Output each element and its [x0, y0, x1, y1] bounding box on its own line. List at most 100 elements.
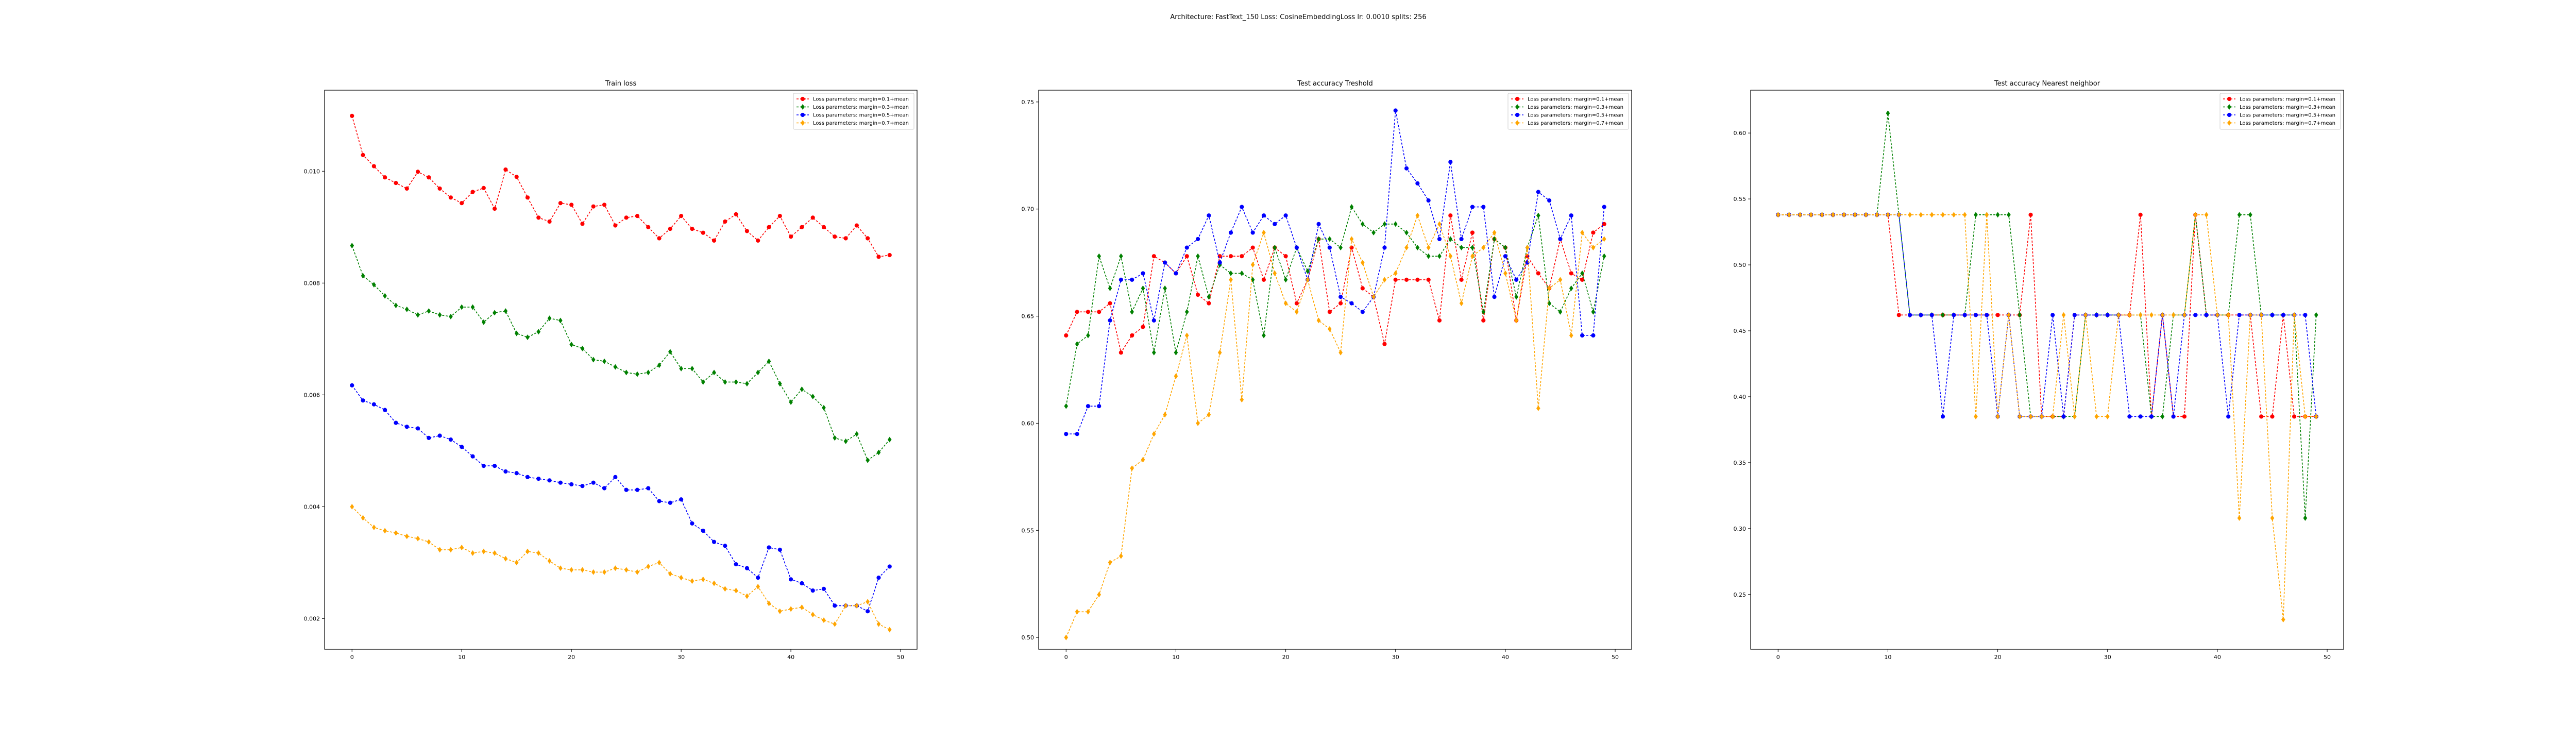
- data-point: [1952, 313, 1956, 317]
- data-point: [2314, 312, 2318, 318]
- data-point: [1404, 277, 1409, 282]
- data-point: [1974, 212, 1978, 218]
- data-point: [668, 500, 672, 505]
- data-point: [690, 226, 694, 231]
- x-tick-label: 40: [787, 654, 794, 661]
- data-point: [1371, 229, 1376, 235]
- data-point: [2237, 212, 2242, 218]
- data-point: [745, 381, 749, 387]
- series-line: [351, 115, 890, 258]
- data-point: [526, 548, 530, 554]
- data-point: [756, 584, 760, 589]
- data-point: [394, 181, 398, 185]
- data-point: [821, 225, 826, 229]
- data-point: [1886, 212, 1890, 218]
- data-point: [525, 475, 530, 479]
- data-point: [1985, 212, 1989, 218]
- data-point: [1470, 230, 1475, 235]
- data-point: [1207, 294, 1211, 300]
- data-point: [2083, 312, 2088, 318]
- data-point: [866, 236, 870, 241]
- axes-frame: [1038, 90, 1632, 650]
- data-point: [1558, 277, 1563, 283]
- data-point: [383, 408, 387, 412]
- legend-label: Loss parameters: margin=0.1+mean: [813, 97, 909, 103]
- data-point: [591, 357, 596, 363]
- data-point: [723, 379, 727, 385]
- data-point: [1415, 277, 1420, 282]
- data-point: [404, 306, 409, 312]
- data-point: [1470, 253, 1475, 259]
- data-point: [1075, 609, 1079, 615]
- data-point: [2160, 312, 2165, 318]
- legend-marker: [2227, 96, 2232, 102]
- y-tick-label: 0.50: [1022, 634, 1035, 641]
- data-point: [1459, 277, 1464, 282]
- data-point: [887, 564, 892, 569]
- data-point: [2061, 414, 2066, 419]
- chart-1: Train loss 0 10 20 30 40 50 0.002 0.004 0.006 0.00…: [304, 80, 918, 661]
- data-point: [1842, 212, 1846, 218]
- data-point: [602, 203, 607, 207]
- data-point: [371, 402, 376, 407]
- data-point: [437, 547, 442, 553]
- data-point: [1328, 326, 1332, 332]
- data-point: [1941, 312, 1945, 318]
- legend-item: Loss parameters: margin=0.7+mean: [2223, 120, 2335, 126]
- data-point: [1184, 309, 1189, 315]
- x-tick-label: 40: [2214, 654, 2221, 661]
- data-point: [1196, 253, 1200, 259]
- data-point: [383, 293, 387, 299]
- y-tick-label: 0.65: [1022, 313, 1035, 320]
- x-tick-label: 10: [1884, 654, 1891, 661]
- data-point: [569, 567, 573, 573]
- data-point: [404, 186, 409, 191]
- data-point: [394, 530, 398, 536]
- data-point: [1141, 457, 1145, 463]
- data-point: [1338, 301, 1343, 306]
- data-point: [1261, 213, 1266, 218]
- data-point: [492, 206, 497, 211]
- y-tick-label: 0.45: [1734, 328, 1747, 334]
- data-point: [1995, 212, 2000, 218]
- data-point: [547, 478, 552, 483]
- legend-marker: [2227, 112, 2232, 117]
- series-line: [1065, 206, 1605, 407]
- data-point: [1875, 212, 1879, 218]
- data-point: [701, 528, 705, 533]
- series-2: [1064, 204, 1606, 409]
- data-point: [1492, 229, 1497, 235]
- data-point: [2248, 212, 2252, 218]
- data-point: [404, 425, 409, 429]
- data-point: [2303, 313, 2308, 317]
- data-point: [1569, 213, 1573, 218]
- data-point: [1097, 592, 1101, 598]
- x-tick-label: 50: [897, 654, 904, 661]
- legend-marker: [2227, 120, 2231, 126]
- legend-label: Loss parameters: margin=0.5+mean: [813, 113, 909, 119]
- data-point: [1338, 295, 1343, 299]
- data-point: [767, 600, 771, 606]
- data-point: [800, 225, 804, 229]
- data-point: [1448, 236, 1453, 242]
- data-point: [1207, 301, 1211, 306]
- data-point: [470, 454, 475, 459]
- data-point: [404, 533, 409, 539]
- data-point: [1118, 277, 1123, 282]
- legend-marker: [800, 112, 805, 117]
- data-point: [460, 545, 464, 551]
- data-point: [1481, 205, 1486, 209]
- data-point: [2292, 414, 2297, 419]
- data-point: [1064, 333, 1069, 338]
- data-point: [1470, 205, 1475, 209]
- data-point: [723, 219, 727, 224]
- legend-item: Loss parameters: margin=0.3+mean: [1511, 104, 1623, 110]
- data-point: [1558, 237, 1563, 242]
- series-3: [1776, 212, 2318, 419]
- data-point: [1558, 309, 1563, 315]
- data-point: [470, 550, 475, 556]
- data-point: [711, 539, 717, 544]
- data-point: [2182, 414, 2187, 419]
- data-point: [1591, 230, 1596, 235]
